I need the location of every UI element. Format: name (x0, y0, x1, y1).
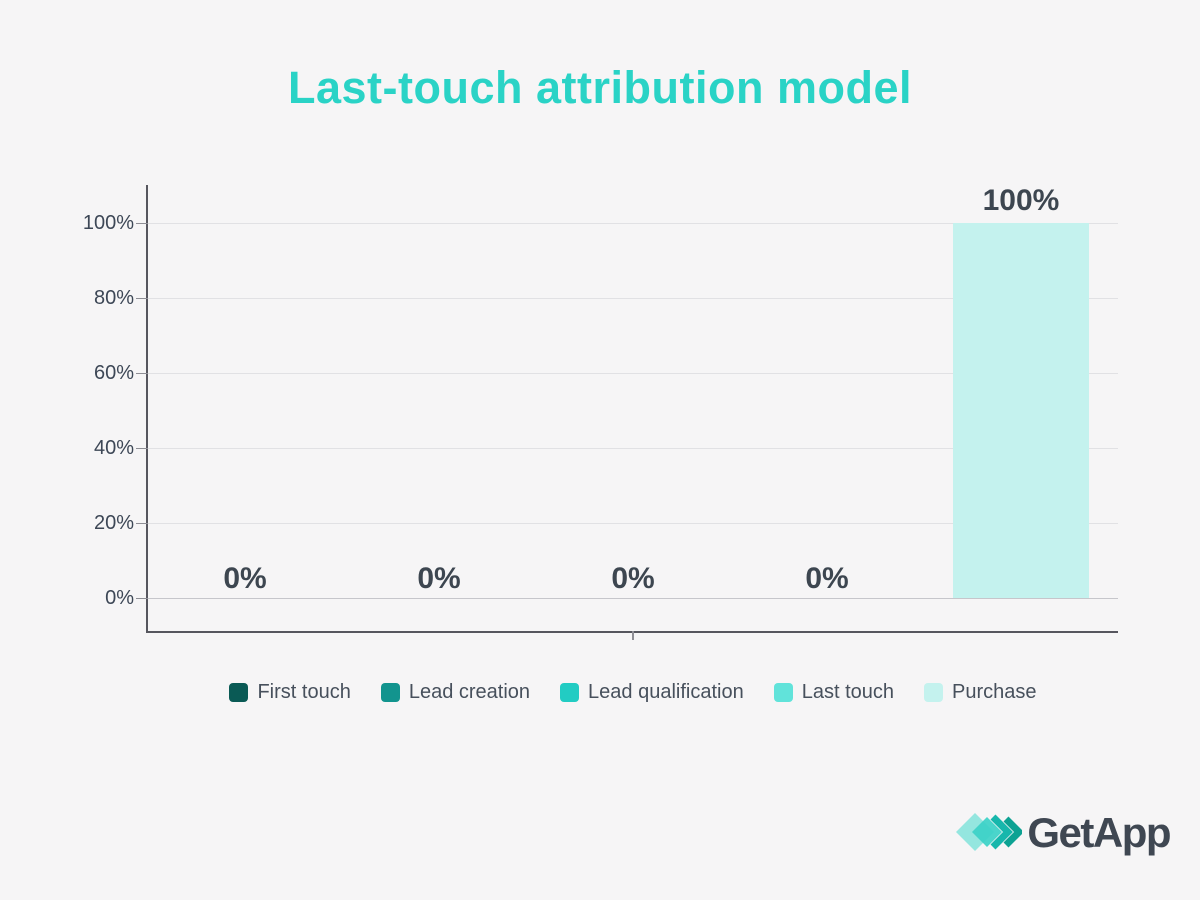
gridline-20 (148, 523, 1118, 524)
y-tick-label: 0% (105, 587, 134, 609)
legend-swatch (560, 683, 580, 702)
gridline-80 (148, 298, 1118, 299)
bar-value-label: 0% (805, 562, 849, 595)
getapp-logo: GetApp (954, 802, 1171, 864)
legend-label: Lead qualification (588, 681, 744, 703)
legend-item-first-touch: First touch (229, 681, 351, 704)
gridline-60 (148, 373, 1118, 374)
legend-item-lead-creation: Lead creation (380, 681, 531, 704)
y-tick-label: 20% (93, 512, 134, 534)
bar-value-label: 0% (223, 562, 267, 595)
y-axis-tick (136, 598, 148, 599)
y-axis-tick (136, 523, 148, 524)
getapp-logo-mark-icon (956, 813, 1023, 851)
bar-value-label: 0% (611, 562, 655, 595)
plot-area: 0% 20% 40% 60% 80% 100% 0% 0% 0% 0% 100% (83, 184, 1118, 640)
legend-swatch (380, 683, 400, 702)
logo-chevron-1 (990, 814, 1014, 850)
bar-value-label: 100% (982, 184, 1060, 217)
y-axis-tick (136, 448, 148, 449)
legend-label: First touch (257, 681, 351, 703)
y-axis-tick (136, 223, 148, 224)
legend-swatch (773, 683, 793, 702)
legend-item-lead-qualification: Lead qualification (560, 681, 744, 704)
legend-label: Last touch (801, 681, 895, 703)
legend-label: Lead creation (408, 681, 531, 703)
gridline-40 (148, 448, 1118, 449)
legend-swatch (229, 683, 249, 702)
getapp-logo-text: GetApp (1027, 809, 1171, 856)
chart-legend: First touch Lead creation Lead qualificati… (148, 681, 1118, 704)
y-axis-tick (136, 298, 148, 299)
y-tick-label: 60% (93, 362, 134, 384)
y-tick-label: 40% (93, 437, 134, 459)
legend-label: Purchase (952, 681, 1037, 703)
y-axis-tick (136, 373, 148, 374)
legend-item-purchase: Purchase (924, 681, 1037, 704)
logo-chevron-2 (1003, 816, 1023, 848)
x-axis-center-tick (632, 631, 634, 640)
y-tick-label: 100% (82, 212, 134, 234)
y-tick-label: 80% (93, 287, 134, 309)
bar-value-label: 0% (417, 562, 461, 595)
bar-purchase (953, 223, 1089, 598)
legend-swatch (924, 683, 944, 702)
chart-title: Last-touch attribution model (288, 62, 912, 113)
legend-item-last-touch: Last touch (773, 681, 895, 704)
gridline-100 (148, 223, 1118, 224)
logo-diamond-medium (972, 817, 1003, 847)
gridline-0 (148, 598, 1118, 599)
